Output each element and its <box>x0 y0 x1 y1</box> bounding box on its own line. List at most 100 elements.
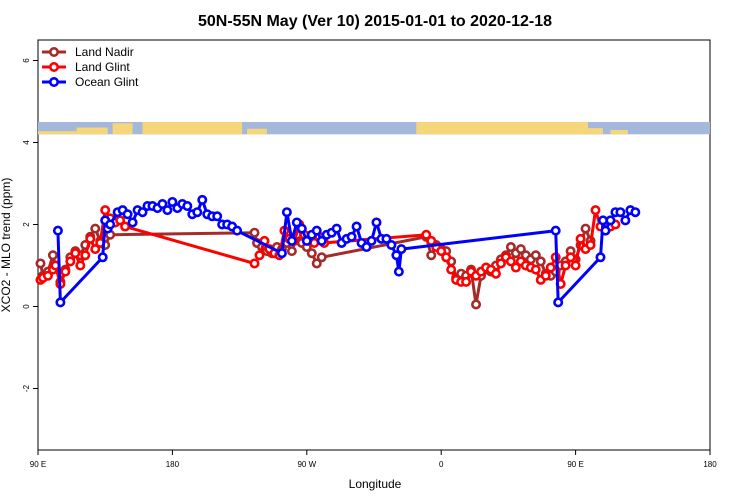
data-point-land-glint <box>565 252 576 263</box>
data-point-land-glint <box>85 233 96 244</box>
data-point-ocean-glint <box>127 217 138 228</box>
data-point-land-nadir <box>426 250 437 261</box>
data-point-land-nadir <box>35 258 46 269</box>
land-band-segment <box>38 131 77 135</box>
x-tick-label: 0 <box>439 460 444 469</box>
data-point-ocean-glint <box>316 235 327 246</box>
data-point-land-nadir <box>530 250 541 261</box>
data-point-ocean-glint <box>331 223 342 234</box>
data-point-land-glint <box>249 258 260 269</box>
data-point-ocean-glint <box>351 221 362 232</box>
data-point-ocean-glint <box>391 250 402 261</box>
y-tick-label: -2 <box>22 384 31 392</box>
data-point-land-glint <box>80 250 91 261</box>
data-point-ocean-glint <box>192 207 203 218</box>
data-point-land-glint <box>590 205 601 216</box>
data-point-ocean-glint <box>595 252 606 263</box>
data-point-land-glint <box>545 262 556 273</box>
data-point-land-glint <box>100 205 111 216</box>
data-point-ocean-glint <box>281 207 292 218</box>
data-point-land-glint <box>421 229 432 240</box>
x-tick-label: 180 <box>703 460 717 469</box>
data-point-ocean-glint <box>393 266 404 277</box>
data-point-land-glint <box>60 266 71 277</box>
land-band-segment <box>76 127 108 135</box>
data-point-ocean-glint <box>162 205 173 216</box>
data-point-land-glint <box>560 260 571 271</box>
data-point-land-glint <box>441 252 452 263</box>
data-point-ocean-glint <box>167 196 178 207</box>
data-point-land-glint <box>461 276 472 287</box>
data-point-land-glint <box>530 264 541 275</box>
data-point-ocean-glint <box>620 215 631 226</box>
data-point-land-glint <box>254 250 265 261</box>
data-point-ocean-glint <box>232 225 243 236</box>
data-point-land-nadir <box>249 227 260 238</box>
data-point-ocean-glint <box>371 217 382 228</box>
data-point-land-nadir <box>311 258 322 269</box>
data-point-land-glint <box>490 268 501 279</box>
data-point-ocean-glint <box>122 209 133 220</box>
data-point-land-glint <box>436 246 447 257</box>
x-axis: 90 E 180 90 W 0 90 E 180 <box>30 450 717 469</box>
data-point-land-glint <box>570 260 581 271</box>
data-point-ocean-glint <box>396 244 407 255</box>
legend-marker <box>48 77 59 88</box>
data-point-ocean-glint <box>553 297 564 308</box>
land-band-segment <box>416 122 477 135</box>
legend-label: Land Nadir <box>75 45 134 59</box>
data-point-ocean-glint <box>105 219 116 230</box>
data-point-ocean-glint <box>182 201 193 212</box>
legend-item-ocean-glint: Ocean Glint <box>42 75 139 89</box>
data-point-ocean-glint <box>311 225 322 236</box>
data-point-ocean-glint <box>197 194 208 205</box>
data-point-ocean-glint <box>366 235 377 246</box>
data-point-ocean-glint <box>212 211 223 222</box>
data-point-land-nadir <box>90 223 101 234</box>
data-point-ocean-glint <box>386 240 397 251</box>
series-layer <box>35 194 641 310</box>
legend-marker <box>48 46 59 57</box>
data-point-ocean-glint <box>381 233 392 244</box>
data-point-land-nadir <box>47 250 58 261</box>
x-tick-label: 90 E <box>30 460 46 469</box>
data-point-land-glint <box>446 264 457 275</box>
data-point-land-nadir <box>471 299 482 310</box>
y-tick-label: 0 <box>22 304 31 309</box>
land-band-segment <box>142 122 243 135</box>
data-point-land-nadir <box>286 246 297 257</box>
land-band-segment <box>247 128 267 135</box>
legend-label: Ocean Glint <box>75 75 139 89</box>
data-point-ocean-glint <box>361 242 372 253</box>
data-point-land-glint <box>495 258 506 269</box>
data-point-ocean-glint <box>346 231 357 242</box>
data-point-land-glint <box>42 270 53 281</box>
data-point-ocean-glint <box>615 207 626 218</box>
y-tick-label: 6 <box>22 58 31 63</box>
data-point-land-nadir <box>316 252 327 263</box>
land-band-segment <box>112 123 133 135</box>
y-axis: -2 0 2 4 6 <box>22 58 38 392</box>
series-ocean-glint <box>52 194 641 308</box>
data-point-land-glint <box>75 260 86 271</box>
y-tick-label: 4 <box>22 140 31 145</box>
data-point-land-glint <box>540 270 551 281</box>
data-point-ocean-glint <box>291 217 302 228</box>
land-ocean-band <box>38 122 710 135</box>
data-point-ocean-glint <box>137 207 148 218</box>
data-point-ocean-glint <box>157 199 168 210</box>
series-land-glint <box>35 205 621 289</box>
legend-label: Land Glint <box>75 60 130 74</box>
data-point-land-glint <box>585 240 596 251</box>
land-band-segment <box>476 122 589 135</box>
y-tick-label: 2 <box>22 222 31 227</box>
data-point-land-glint <box>65 256 76 267</box>
data-point-ocean-glint <box>605 215 616 226</box>
chart-title: 50N-55N May (Ver 10) 2015-01-01 to 2020-… <box>198 13 552 30</box>
legend-item-land-nadir: Land Nadir <box>42 45 134 59</box>
x-tick-label: 90 W <box>297 460 316 469</box>
data-point-land-nadir <box>306 248 317 259</box>
plot-frame <box>37 39 711 451</box>
